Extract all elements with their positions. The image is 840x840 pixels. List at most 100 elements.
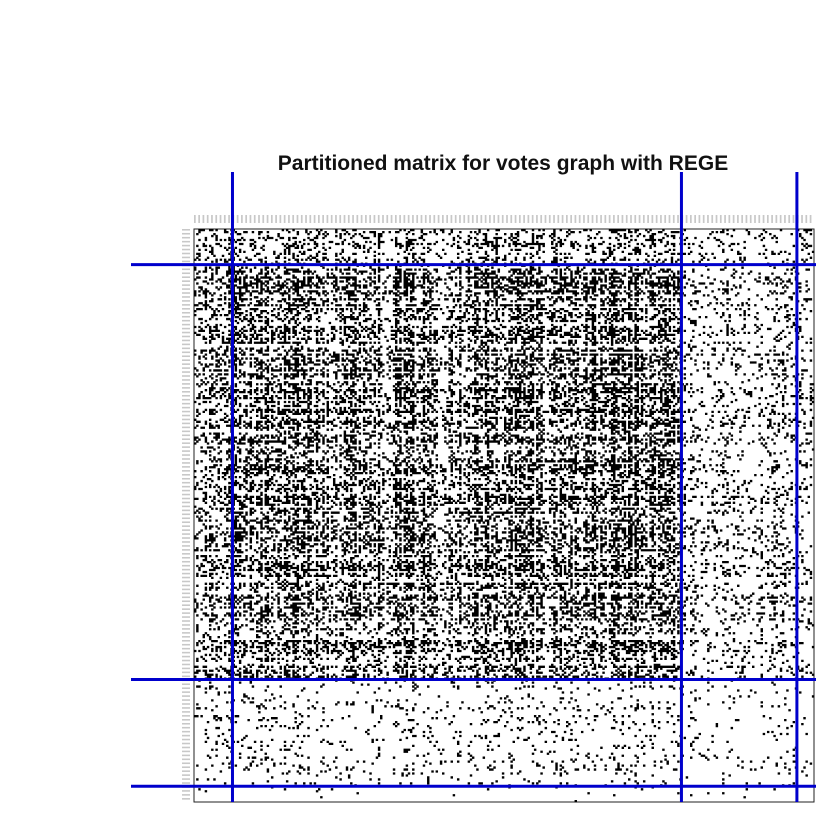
row-tick-label xyxy=(182,371,190,373)
column-tick-label xyxy=(617,215,620,223)
column-tick-label xyxy=(775,215,778,223)
column-tick-label xyxy=(223,215,226,223)
row-tick-label xyxy=(182,675,190,678)
column-tick-label xyxy=(548,215,551,223)
row-tick-label xyxy=(182,418,190,421)
row-tick-label xyxy=(182,695,190,697)
row-tick-label xyxy=(182,782,190,784)
row-tick-label xyxy=(182,351,190,354)
row-tick-label xyxy=(182,379,190,381)
column-tick-label xyxy=(630,215,632,223)
row-tick-label xyxy=(182,244,190,247)
row-tick-label xyxy=(182,707,190,709)
column-tick-label xyxy=(566,215,568,223)
row-tick-label xyxy=(182,632,190,634)
column-tick-label xyxy=(446,215,448,223)
row-tick-label xyxy=(182,659,190,662)
chart-title: Partitioned matrix for votes graph with … xyxy=(278,152,728,175)
column-tick-label xyxy=(608,215,611,223)
row-tick-label xyxy=(182,636,190,638)
row-tick-label xyxy=(182,240,190,243)
row-tick-label xyxy=(182,651,190,654)
row-tick-label xyxy=(182,343,190,346)
row-tick-label xyxy=(182,608,190,610)
row-tick-label xyxy=(182,438,190,441)
column-tick-label xyxy=(270,215,273,223)
column-tick-label xyxy=(386,215,389,223)
row-tick-label xyxy=(182,252,190,255)
column-tick-label xyxy=(206,215,209,223)
row-tick-label xyxy=(182,485,190,488)
row-tick-label xyxy=(182,462,190,464)
column-tick-label xyxy=(527,215,530,223)
row-tick-label xyxy=(182,304,190,306)
row-tick-label xyxy=(182,284,190,286)
row-tick-label xyxy=(182,553,190,555)
row-tick-labels xyxy=(182,229,190,800)
row-tick-label xyxy=(182,268,190,271)
row-tick-label xyxy=(182,683,190,686)
row-tick-label xyxy=(182,308,190,310)
row-tick-label xyxy=(182,687,190,689)
row-tick-label xyxy=(182,375,190,377)
column-tick-label xyxy=(330,215,333,223)
column-tick-label xyxy=(437,215,440,223)
row-tick-label xyxy=(182,643,190,646)
column-tick-label xyxy=(326,215,329,223)
row-tick-label xyxy=(182,734,190,737)
row-tick-label xyxy=(182,296,190,298)
column-tick-label xyxy=(309,215,312,223)
column-tick-label xyxy=(377,215,380,223)
matrix-cells xyxy=(194,229,815,803)
row-tick-label xyxy=(182,501,190,504)
row-tick-label xyxy=(182,722,190,725)
column-tick-label xyxy=(493,215,496,223)
column-tick-label xyxy=(536,215,538,223)
row-tick-label xyxy=(182,276,190,278)
column-tick-label xyxy=(343,215,346,223)
column-tick-label xyxy=(390,215,393,223)
row-tick-label xyxy=(182,560,190,563)
column-tick-label xyxy=(514,215,517,223)
column-tick-label xyxy=(625,215,628,223)
row-tick-label xyxy=(182,454,190,456)
row-tick-label xyxy=(182,592,190,595)
row-tick-label xyxy=(182,422,190,425)
column-tick-label xyxy=(557,215,560,223)
column-tick-label xyxy=(801,215,803,223)
column-tick-label xyxy=(570,215,572,223)
column-tick-label xyxy=(365,215,367,223)
column-tick-label xyxy=(638,215,641,223)
column-tick-label xyxy=(215,215,218,223)
row-tick-label xyxy=(182,742,190,745)
column-tick-label xyxy=(360,215,363,223)
column-tick-label xyxy=(660,215,662,223)
column-tick-label xyxy=(497,215,500,223)
column-tick-label xyxy=(578,215,581,223)
row-tick-label xyxy=(182,513,190,516)
row-tick-label xyxy=(182,466,190,468)
column-tick-label xyxy=(501,215,504,223)
column-tick-label xyxy=(245,215,248,223)
column-tick-label xyxy=(758,215,761,223)
column-tick-label xyxy=(241,215,243,223)
row-tick-label xyxy=(182,639,190,642)
row-tick-label xyxy=(182,556,190,559)
row-tick-label xyxy=(182,726,190,729)
row-tick-label xyxy=(182,588,190,591)
column-tick-label xyxy=(275,215,277,223)
column-tick-label xyxy=(583,215,585,223)
column-tick-label xyxy=(258,215,260,223)
column-tick-label xyxy=(228,215,230,223)
row-tick-label xyxy=(182,300,190,302)
row-tick-label xyxy=(182,711,190,713)
column-tick-label xyxy=(715,215,718,223)
row-tick-label xyxy=(182,414,190,417)
row-tick-label xyxy=(182,667,190,670)
row-tick-label xyxy=(182,402,190,405)
row-tick-label xyxy=(182,481,190,484)
row-tick-label xyxy=(182,430,190,433)
column-tick-label xyxy=(664,215,667,223)
row-tick-label xyxy=(182,663,190,666)
column-tick-label xyxy=(754,215,756,223)
